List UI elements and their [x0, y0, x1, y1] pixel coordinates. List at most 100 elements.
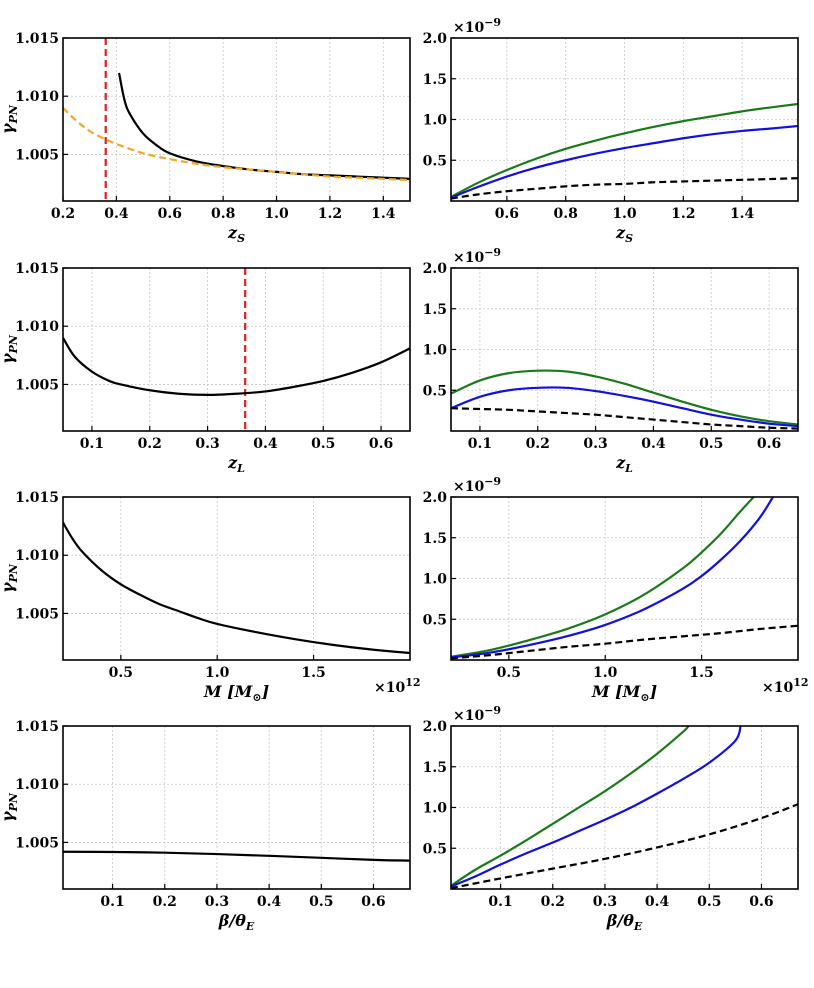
- y-tick-label: 1.005: [15, 835, 59, 851]
- x-tick-label: 0.5: [109, 665, 133, 681]
- y-tick-label: 1.005: [15, 147, 59, 163]
- y-tick-label: 2.0: [423, 261, 448, 277]
- x-tick-label: 0.1: [468, 436, 492, 452]
- x-tick-label: 1.0: [264, 206, 289, 222]
- x-axis-label: M [M⊙]: [203, 682, 269, 704]
- x-tick-label: 0.4: [641, 436, 666, 452]
- x-axis-label: zS: [227, 223, 245, 245]
- x-tick-label: 0.8: [211, 206, 235, 222]
- axes-frame: [62, 267, 411, 432]
- series-line-green: [451, 102, 798, 198]
- chart-beta-deviation: 0.1 0.2 0.3 0.4 0.5 0.6 0.5 1.0 1.5 2.0 β/θE ×10−9: [423, 704, 799, 933]
- chart-zl-gamma: 0.1 0.2 0.3 0.4 0.5 0.6 1.005 1.010 1.015 zL γPN: [0, 261, 411, 475]
- series-line-gamma_PN: [63, 337, 410, 397]
- x-tick-label: 1.4: [371, 206, 396, 222]
- series-line-green: [451, 497, 755, 658]
- chart-zs-gamma: 0.2 0.4 0.6 0.8 1.0 1.2 1.4 1.005 1.010 1.015 zS γP…: [0, 31, 411, 245]
- plot-area: [451, 102, 798, 200]
- series-line-blue: [451, 726, 742, 888]
- x-tick-label: 0.4: [104, 206, 129, 222]
- y-tick-label: 0.5: [423, 153, 447, 169]
- x-tick-label: 0.5: [311, 436, 335, 452]
- x-tick-label: 0.2: [541, 894, 565, 910]
- x-tick-label: 0.6: [369, 436, 393, 452]
- x-tick-label: 0.5: [497, 665, 521, 681]
- series-line-gamma_PN: [63, 522, 410, 655]
- axes-frame: [62, 496, 411, 661]
- x-tick-label: 1.0: [593, 665, 618, 681]
- y-tick-label: 2.0: [423, 31, 448, 47]
- series-line-blue: [451, 386, 798, 428]
- plot-area: [451, 726, 798, 889]
- series-line-gamma_PN: [63, 850, 410, 862]
- chart-beta-gamma: 0.1 0.2 0.3 0.4 0.5 0.6 1.005 1.010 1.015 β/θE γPN: [0, 719, 411, 933]
- y-tick-label: 1.015: [15, 719, 59, 735]
- y-tick-label: 1.5: [423, 531, 447, 547]
- x-tick-label: 0.2: [153, 894, 177, 910]
- chart-zl-deviation: 0.1 0.2 0.3 0.4 0.5 0.6 0.5 1.0 1.5 2.0 zL ×10−9: [423, 246, 799, 475]
- x-tick-label: 0.2: [138, 436, 162, 452]
- y-tick-label: 1.010: [15, 548, 59, 564]
- y-multiplier: ×10−9: [453, 246, 501, 266]
- x-axis-label: zS: [615, 223, 633, 245]
- plot-area: [451, 497, 798, 660]
- series-line-blue: [451, 124, 798, 199]
- x-tick-label: 1.5: [689, 665, 713, 681]
- chart-mass-deviation: 0.5 1.0 1.5 0.5 1.0 1.5 2.0 M [M⊙] ×10−9 ×1012: [423, 475, 809, 704]
- x-tick-label: 0.5: [699, 436, 723, 452]
- x-multiplier: ×1012: [762, 676, 809, 696]
- x-tick-label: 1.2: [671, 206, 695, 222]
- x-tick-label: 0.2: [526, 436, 550, 452]
- x-tick-label: 0.3: [195, 436, 219, 452]
- x-axis-label: zL: [227, 453, 245, 475]
- x-tick-label: 0.1: [100, 894, 124, 910]
- x-tick-label: 0.1: [80, 436, 104, 452]
- y-tick-label: 1.0: [423, 113, 448, 129]
- y-tick-label: 1.0: [423, 572, 448, 588]
- x-tick-label: 0.4: [253, 436, 278, 452]
- plot-area: [63, 268, 410, 431]
- series-line-black-dashed: [451, 177, 798, 200]
- x-tick-label: 1.5: [301, 665, 325, 681]
- x-tick-label: 0.8: [554, 206, 578, 222]
- x-tick-label: 1.4: [730, 206, 755, 222]
- y-tick-label: 1.0: [423, 343, 448, 359]
- y-tick-label: 1.010: [15, 319, 59, 335]
- x-tick-label: 1.0: [205, 665, 230, 681]
- y-axis-label: γPN: [0, 104, 20, 134]
- series-line-black-dashed: [451, 624, 798, 660]
- x-tick-label: 0.3: [583, 436, 607, 452]
- series-line-green: [451, 726, 690, 887]
- y-tick-label: 1.010: [15, 777, 59, 793]
- x-tick-label: 1.0: [612, 206, 637, 222]
- axes-frame: [62, 37, 411, 202]
- x-tick-label: 0.6: [749, 894, 773, 910]
- y-tick-label: 1.015: [15, 261, 59, 277]
- y-tick-label: 1.015: [15, 490, 59, 506]
- x-tick-label: 0.3: [205, 894, 229, 910]
- x-tick-label: 0.4: [645, 894, 670, 910]
- y-axis-label: γPN: [0, 563, 20, 593]
- plot-area: [451, 369, 798, 430]
- axes-frame: [62, 725, 411, 890]
- y-tick-label: 2.0: [423, 719, 448, 735]
- y-tick-label: 1.015: [15, 31, 59, 47]
- y-tick-label: 0.5: [423, 841, 447, 857]
- y-multiplier: ×10−9: [453, 704, 501, 724]
- x-axis-label: zL: [615, 453, 633, 475]
- y-tick-label: 1.5: [423, 760, 447, 776]
- series-line-blue: [451, 497, 774, 659]
- chart-zs-deviation: 0.6 0.8 1.0 1.2 1.4 0.5 1.0 1.5 2.0 zS ×10−9: [423, 16, 799, 245]
- series-line-black-dashed: [451, 407, 798, 430]
- plot-area: [63, 38, 410, 201]
- y-axis-label: γPN: [0, 792, 20, 822]
- series-line-green: [451, 369, 798, 426]
- y-tick-label: 1.005: [15, 377, 59, 393]
- plot-area: [63, 850, 410, 862]
- x-tick-label: 0.5: [697, 894, 721, 910]
- x-multiplier: ×1012: [374, 676, 421, 696]
- x-tick-label: 0.5: [309, 894, 333, 910]
- x-tick-label: 0.4: [257, 894, 282, 910]
- series-line-gamma_PN: [117, 72, 410, 180]
